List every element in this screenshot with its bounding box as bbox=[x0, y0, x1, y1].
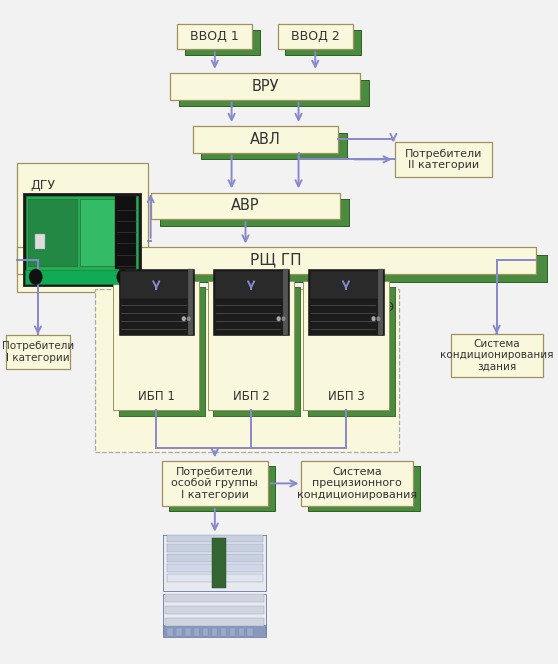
Bar bbox=[193, 126, 338, 153]
Bar bbox=[163, 625, 267, 637]
Bar bbox=[28, 199, 78, 266]
Bar bbox=[215, 271, 287, 299]
Bar bbox=[6, 335, 70, 369]
Circle shape bbox=[282, 316, 286, 321]
Text: ВРУ: ВРУ bbox=[251, 79, 279, 94]
Bar bbox=[17, 163, 148, 292]
Bar bbox=[208, 281, 295, 410]
Bar bbox=[80, 199, 124, 266]
Bar bbox=[179, 80, 369, 106]
Bar bbox=[166, 564, 263, 572]
Text: ИБП 1: ИБП 1 bbox=[138, 390, 175, 403]
Bar bbox=[176, 628, 182, 636]
Bar bbox=[220, 628, 227, 636]
Circle shape bbox=[276, 316, 281, 321]
Text: ИБП 2: ИБП 2 bbox=[233, 390, 270, 403]
Bar bbox=[203, 628, 209, 636]
Text: Потребители
особой группы
I категории: Потребители особой группы I категории bbox=[171, 467, 258, 500]
Bar bbox=[189, 269, 193, 335]
Bar bbox=[239, 628, 244, 636]
Bar bbox=[248, 628, 253, 636]
Bar bbox=[23, 193, 141, 286]
Bar bbox=[308, 286, 395, 416]
Bar bbox=[213, 269, 289, 335]
Bar bbox=[177, 24, 252, 49]
Circle shape bbox=[372, 316, 376, 321]
Bar bbox=[160, 199, 349, 226]
Circle shape bbox=[186, 316, 191, 321]
Text: ДГУ: ДГУ bbox=[31, 179, 56, 193]
Bar bbox=[185, 628, 191, 636]
Bar bbox=[119, 269, 194, 335]
Bar bbox=[163, 535, 267, 591]
Bar bbox=[165, 606, 264, 614]
Bar bbox=[166, 544, 263, 552]
Bar bbox=[165, 618, 264, 626]
Bar bbox=[116, 196, 137, 269]
Text: АВР: АВР bbox=[231, 199, 260, 213]
Bar bbox=[230, 628, 235, 636]
Bar bbox=[185, 30, 260, 55]
Bar bbox=[165, 594, 264, 602]
Circle shape bbox=[29, 269, 42, 285]
Bar bbox=[25, 270, 140, 284]
Bar bbox=[35, 234, 45, 249]
Bar bbox=[163, 594, 267, 634]
Bar bbox=[166, 554, 263, 562]
Bar bbox=[17, 247, 536, 274]
Bar bbox=[212, 628, 218, 636]
Bar bbox=[301, 461, 413, 506]
Bar bbox=[308, 466, 420, 511]
Bar bbox=[26, 196, 138, 272]
Text: СБЭ: СБЭ bbox=[368, 301, 395, 314]
Text: ВВОД 2: ВВОД 2 bbox=[291, 30, 340, 43]
Text: Система
кондиционирования
здания: Система кондиционирования здания bbox=[440, 339, 554, 372]
Text: Потребители
II категории: Потребители II категории bbox=[405, 149, 482, 170]
Text: ИБП 3: ИБП 3 bbox=[328, 390, 364, 403]
Bar bbox=[212, 538, 226, 588]
Bar bbox=[201, 133, 347, 159]
Bar bbox=[194, 628, 200, 636]
Bar bbox=[151, 193, 340, 219]
Bar bbox=[113, 281, 200, 410]
Text: РЩ ГП: РЩ ГП bbox=[251, 253, 302, 268]
Bar bbox=[302, 281, 389, 410]
Bar bbox=[162, 461, 268, 506]
Bar bbox=[121, 271, 192, 299]
Bar bbox=[451, 333, 542, 376]
Bar bbox=[169, 466, 275, 511]
Bar bbox=[378, 269, 383, 335]
Bar bbox=[28, 255, 547, 282]
Text: АВЛ: АВЛ bbox=[249, 132, 281, 147]
Bar bbox=[95, 289, 399, 452]
Bar bbox=[308, 269, 384, 335]
Circle shape bbox=[117, 269, 130, 285]
Bar bbox=[166, 535, 263, 542]
Text: Система
прецизионного
кондиционирования: Система прецизионного кондиционирования bbox=[297, 467, 417, 500]
Text: ВВОД 1: ВВОД 1 bbox=[190, 30, 239, 43]
Bar bbox=[283, 269, 288, 335]
Text: Потребители
I категории: Потребители I категории bbox=[2, 341, 74, 363]
Circle shape bbox=[182, 316, 186, 321]
Bar bbox=[277, 24, 353, 49]
Bar bbox=[285, 30, 360, 55]
Bar bbox=[167, 628, 173, 636]
Bar bbox=[170, 73, 360, 100]
Circle shape bbox=[376, 316, 381, 321]
Bar bbox=[119, 286, 205, 416]
Bar bbox=[213, 286, 300, 416]
Bar bbox=[166, 574, 263, 582]
Bar bbox=[310, 271, 382, 299]
Bar bbox=[395, 142, 493, 177]
